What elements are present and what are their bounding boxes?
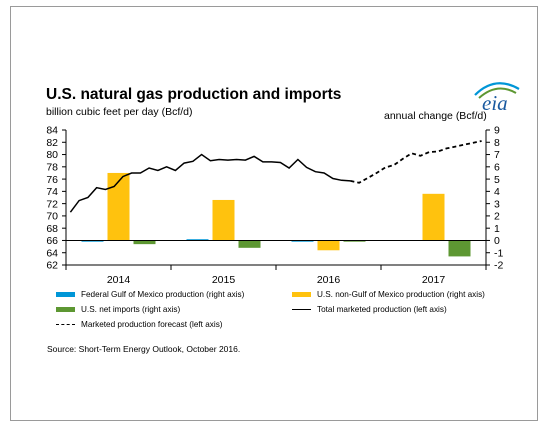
bar-non-gom-2014 [107, 172, 130, 241]
bar-non-gom-2015 [212, 199, 235, 241]
legend-net-imports: U.S. net imports (right axis) [56, 304, 180, 316]
x-tick-label-2014: 2014 [107, 274, 131, 286]
x-tick-label-2015: 2015 [212, 274, 236, 286]
x-tick-label-2016: 2016 [317, 274, 341, 286]
right-tick-label-1: 1 [494, 223, 500, 235]
line-layer [69, 140, 482, 213]
right-tick-label--2: -2 [494, 260, 503, 272]
legend-swatch-total [292, 309, 311, 311]
right-tick-label-3: 3 [494, 198, 500, 210]
left-tick-label-76: 76 [46, 174, 58, 186]
legend-federal-gom: Federal Gulf of Mexico production (right… [56, 289, 244, 301]
bar-federal-gom-2014 [81, 240, 104, 242]
bar-net-imports-2014 [133, 240, 156, 245]
left-tick-label-66: 66 [46, 235, 58, 247]
left-tick-label-80: 80 [46, 149, 58, 161]
legend-forecast: Marketed production forecast (left axis) [56, 319, 223, 331]
left-tick-label-70: 70 [46, 211, 58, 223]
legend-label-non-gom: U.S. non-Gulf of Mexico production (righ… [317, 290, 485, 299]
left-tick-label-72: 72 [46, 198, 58, 210]
legend-swatch-federal-gom [56, 292, 75, 298]
left-tick-label-82: 82 [46, 137, 58, 149]
forecast-line [350, 140, 482, 184]
legend-non-gom: U.S. non-Gulf of Mexico production (righ… [292, 289, 485, 301]
right-tick-label-6: 6 [494, 162, 500, 174]
logo-text: eia [482, 91, 508, 113]
bar-net-imports-2016 [343, 240, 366, 242]
left-tick-label-84: 84 [46, 125, 58, 137]
left-tick-label-62: 62 [46, 260, 58, 272]
bar-federal-gom-2015 [186, 239, 209, 241]
source-note: Source: Short-Term Energy Outlook, Octob… [47, 344, 241, 354]
right-tick-label-4: 4 [494, 186, 500, 198]
legend-label-total: Total marketed production (left axis) [317, 305, 447, 314]
logo-arc-blue [474, 82, 520, 96]
legend-swatch-net-imports [56, 307, 75, 313]
legend-label-net-imports: U.S. net imports (right axis) [81, 305, 181, 314]
logo-arc-green [478, 87, 517, 99]
bar-net-imports-2015 [238, 240, 261, 248]
right-tick-label--1: -1 [494, 247, 503, 259]
x-tick-label-2017: 2017 [422, 274, 446, 286]
right-tick-label-0: 0 [494, 235, 500, 247]
right-tick-label-9: 9 [494, 125, 500, 137]
right-axis-title: annual change (Bcf/d) [384, 110, 487, 122]
left-axis-title: billion cubic feet per day (Bcf/d) [46, 106, 193, 118]
total-production-line [69, 153, 351, 213]
right-tick-label-7: 7 [494, 149, 500, 161]
legend-label-forecast: Marketed production forecast (left axis) [81, 320, 223, 329]
legend-swatch-non-gom [292, 292, 311, 298]
left-tick-label-74: 74 [46, 186, 58, 198]
bar-non-gom-2016 [317, 240, 340, 251]
bar-non-gom-2017 [422, 193, 445, 241]
legend-label-federal-gom: Federal Gulf of Mexico production (right… [81, 290, 245, 299]
bar-net-imports-2017 [448, 240, 471, 257]
legend-total: Total marketed production (left axis) [292, 304, 447, 316]
left-tick-label-78: 78 [46, 162, 58, 174]
bar-federal-gom-2016 [291, 240, 314, 242]
right-tick-label-2: 2 [494, 211, 500, 223]
axes-layer: 626466687072747678808284-2-1012345678920… [46, 125, 503, 286]
bar-layer [81, 172, 471, 257]
eia-logo: eia [474, 82, 520, 113]
left-tick-label-64: 64 [46, 247, 58, 259]
chart-title: U.S. natural gas production and imports [46, 86, 342, 103]
right-tick-label-5: 5 [494, 174, 500, 186]
right-tick-label-8: 8 [494, 137, 500, 149]
chart-frame [10, 6, 538, 421]
left-tick-label-68: 68 [46, 223, 58, 235]
legend-swatch-forecast [56, 324, 75, 326]
